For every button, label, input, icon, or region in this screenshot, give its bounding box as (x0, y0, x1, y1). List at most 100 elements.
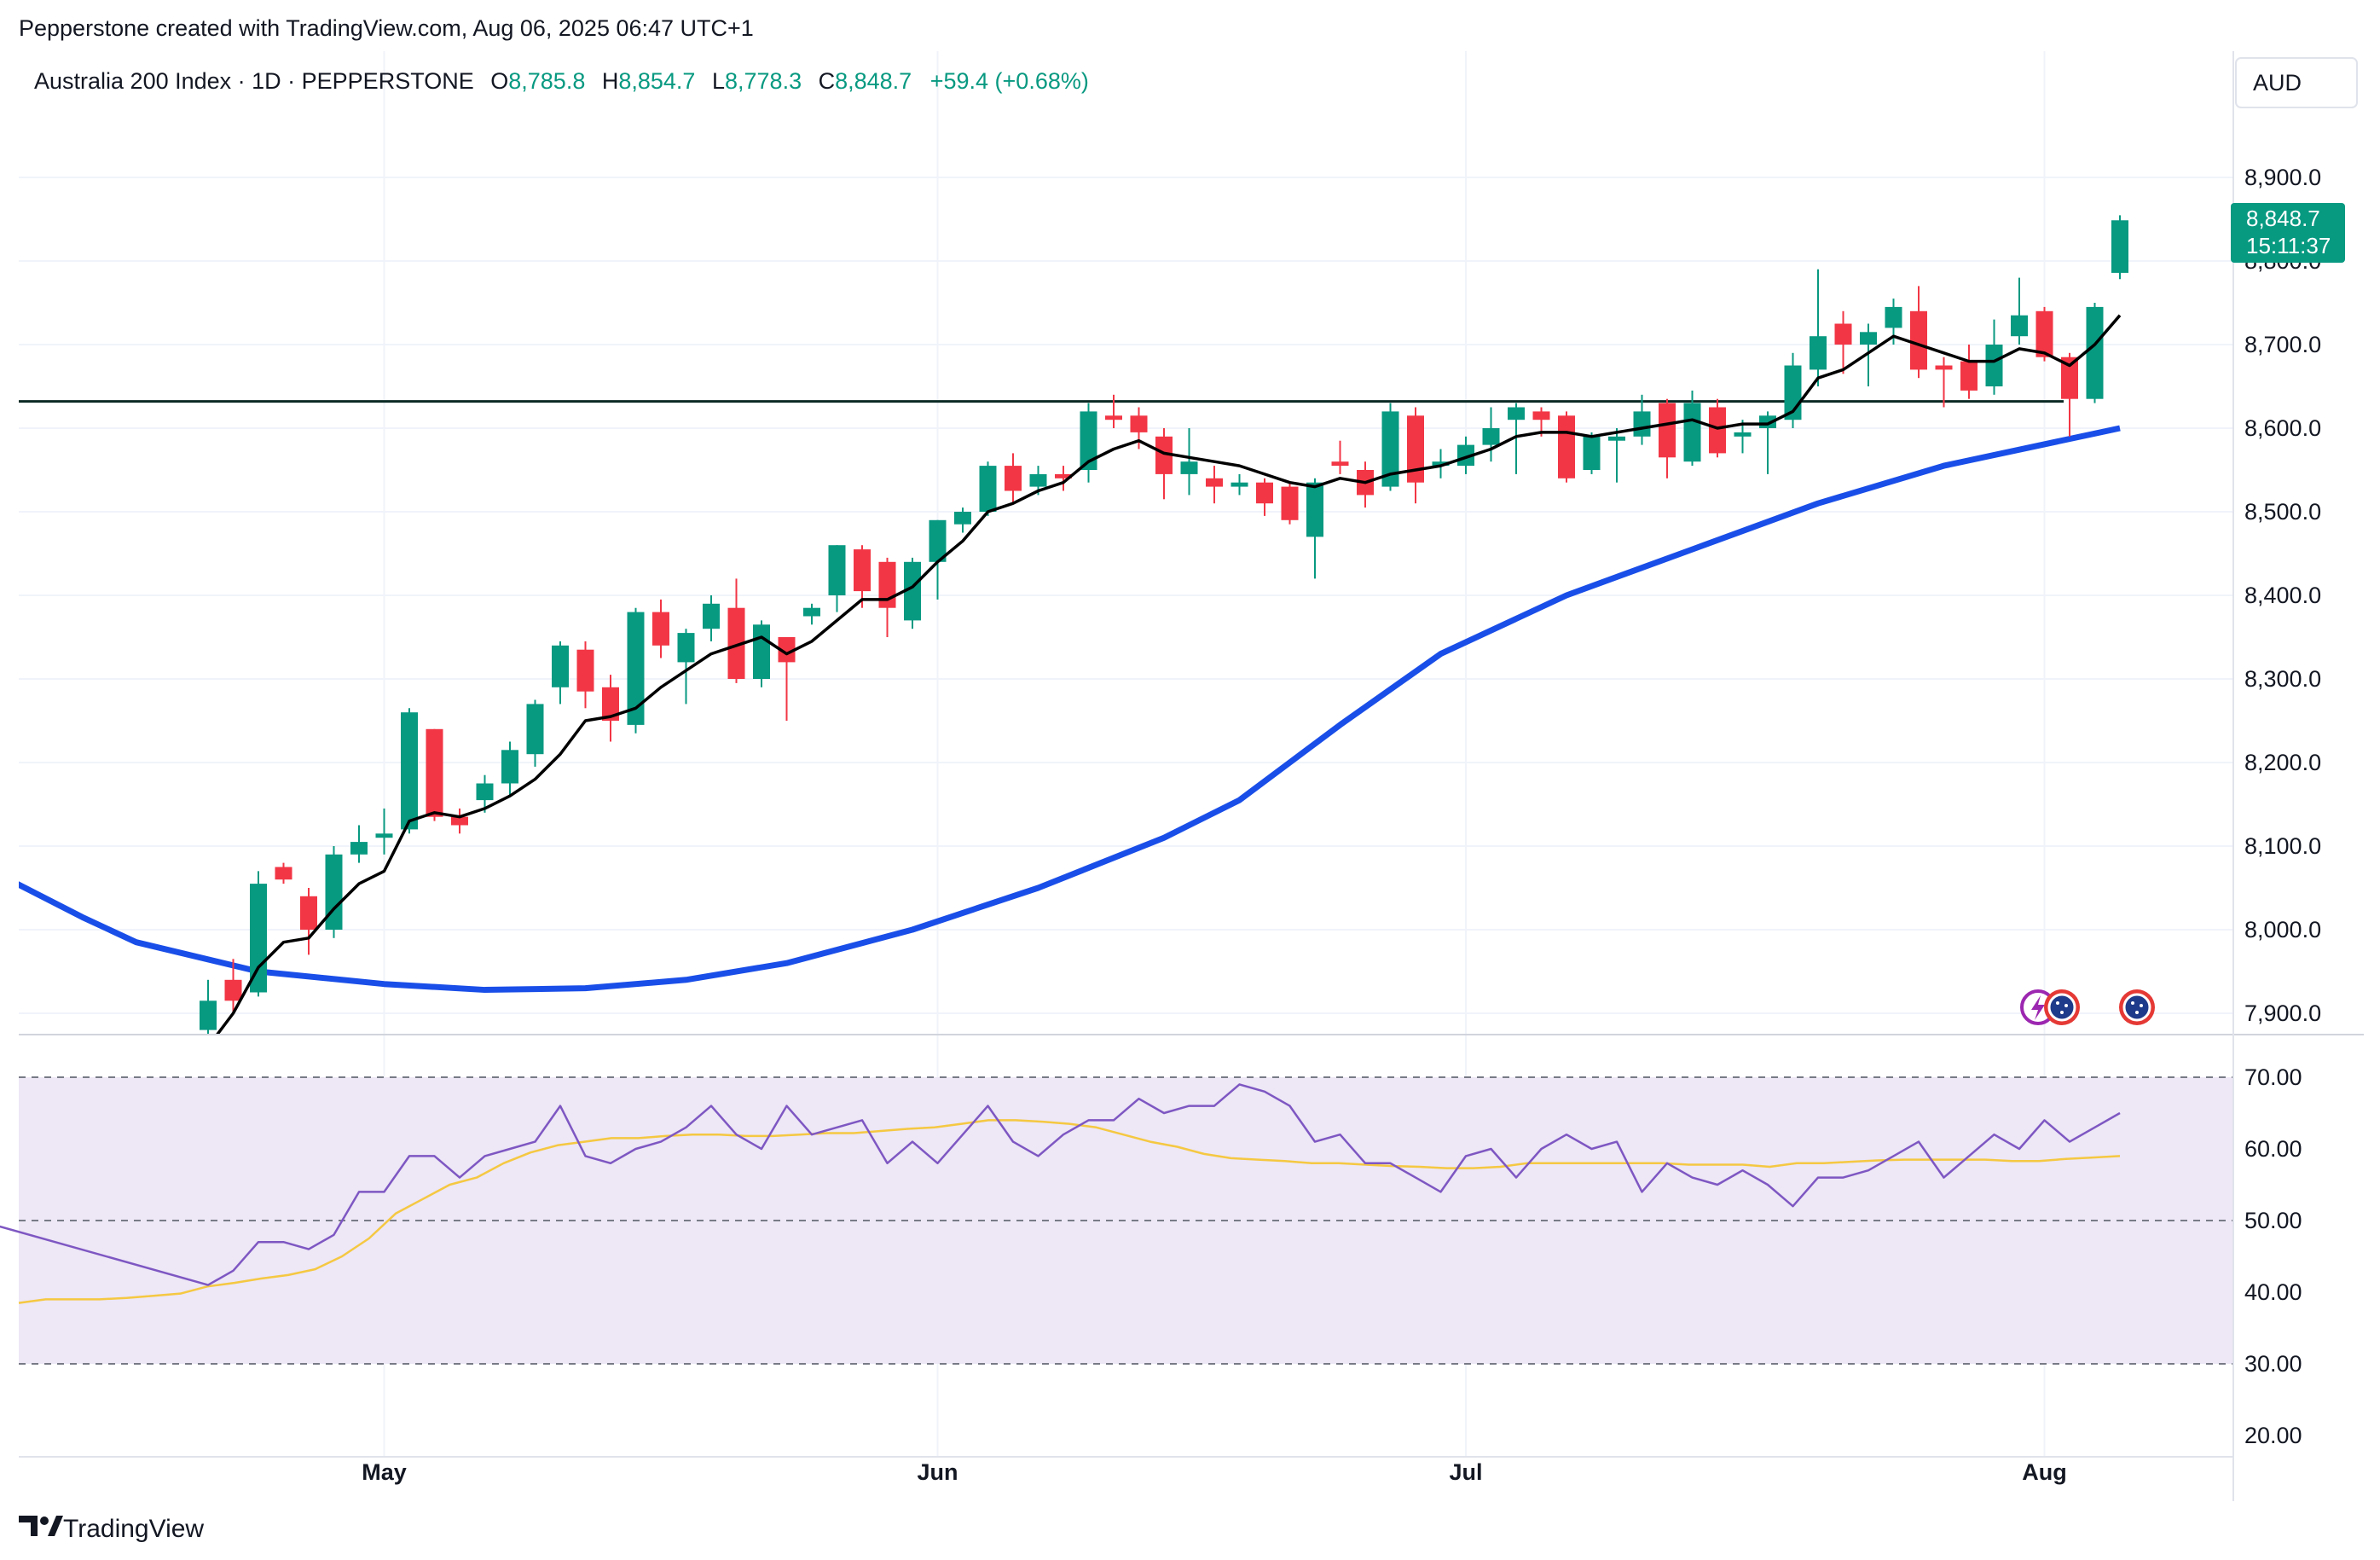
candle-body (552, 645, 569, 687)
candle (200, 979, 217, 1034)
rsi-ma-line (18, 1119, 2121, 1304)
candle-body (1005, 466, 1022, 491)
low-value: 8,778.3 (725, 68, 802, 94)
candle (1810, 269, 1827, 386)
symbol-legend[interactable]: Australia 200 Index · 1D · PEPPERSTONE O… (34, 68, 1089, 94)
candle-body (576, 649, 594, 692)
candle (1331, 440, 1349, 474)
candle (1608, 428, 1625, 483)
candle (300, 888, 317, 955)
candle-body (727, 607, 745, 679)
attribution-text: Pepperstone created with TradingView.com… (19, 15, 754, 41)
candle-body (275, 867, 292, 880)
candle (401, 708, 418, 834)
candle-body (1105, 415, 1122, 420)
candle-body (501, 750, 518, 784)
candle-body (451, 816, 468, 826)
grid (19, 51, 2233, 1457)
candle-body (250, 884, 267, 993)
candle (476, 774, 494, 813)
candle (451, 808, 468, 834)
time-tick-label: May (362, 1459, 407, 1485)
candle (1206, 466, 1223, 504)
candle-body (652, 612, 669, 646)
rsi-tick-label: 50.00 (2244, 1208, 2302, 1233)
bar-countdown: 15:11:37 (2246, 233, 2331, 258)
candle-body (1885, 306, 1902, 328)
time-tick-label: Jul (1449, 1459, 1482, 1485)
currency-button[interactable]: AUD (2235, 57, 2358, 108)
candle (2111, 215, 2128, 280)
candle-body (1608, 436, 1625, 441)
candle-body (602, 687, 619, 721)
candle (1306, 478, 1323, 579)
candle (576, 641, 594, 709)
candles-layer (200, 215, 2128, 1034)
price-tick-label: 8,000.0 (2244, 917, 2321, 942)
candle-body (200, 1000, 217, 1030)
candle-body (1935, 365, 1953, 370)
candle (1935, 357, 1953, 408)
symbol-title: Australia 200 Index · 1D · PEPPERSTONE (34, 68, 474, 94)
candle-body (954, 512, 971, 525)
rsi-tick-label: 20.00 (2244, 1423, 2302, 1448)
candle-body (1709, 407, 1726, 454)
australia-flag-icon[interactable] (2119, 989, 2155, 1025)
candle-body (224, 979, 242, 1001)
candle (325, 846, 343, 938)
candle (1180, 428, 1198, 496)
candle-body (1331, 461, 1349, 467)
price-tick-label: 8,100.0 (2244, 833, 2321, 859)
event-markers[interactable] (2020, 989, 2155, 1025)
candle (703, 595, 720, 641)
ema-50-line (19, 425, 2121, 994)
australia-flag-icon[interactable] (2044, 989, 2080, 1025)
candle-body (401, 712, 418, 830)
candle (1558, 411, 1575, 483)
tradingview-logo[interactable]: TradingView (19, 1515, 204, 1543)
candle (828, 545, 846, 612)
candle-body (1633, 411, 1651, 437)
candle (1381, 403, 1399, 491)
candle-body (1029, 473, 1047, 487)
candle-body (1306, 482, 1323, 537)
candle-body (1860, 332, 1877, 345)
time-tick-label: Aug (2022, 1459, 2066, 1485)
candle-body (2035, 310, 2053, 357)
candle-body (1734, 432, 1752, 437)
candle-body (1508, 407, 1525, 420)
candle-body (2086, 306, 2104, 399)
candle (627, 607, 645, 734)
close-value: 8,848.7 (835, 68, 912, 94)
candle (1432, 449, 1450, 478)
candle-body (1432, 461, 1450, 467)
candle-body (904, 561, 921, 621)
open-value: 8,785.8 (508, 68, 585, 94)
rsi-tick-label: 70.00 (2244, 1064, 2302, 1090)
candle-body (476, 783, 494, 801)
currency-label: AUD (2253, 70, 2302, 96)
candle-body (1180, 461, 1198, 474)
candle (727, 578, 745, 683)
candle (904, 557, 921, 629)
candle (1583, 432, 1601, 474)
candle (1256, 478, 1273, 516)
candle (1659, 398, 1676, 478)
candle-body (2011, 315, 2028, 337)
price-tick-label: 7,900.0 (2244, 1000, 2321, 1026)
candle-body (929, 519, 947, 562)
candle (1155, 428, 1173, 500)
candle (1407, 407, 1424, 504)
candle-body (778, 637, 796, 663)
candle-body (375, 833, 393, 838)
candle (854, 545, 871, 608)
candle-body (426, 728, 443, 817)
candle (677, 629, 695, 705)
candle (526, 699, 544, 767)
candle (954, 507, 971, 533)
candle (1005, 453, 1022, 504)
candle-body (703, 603, 720, 629)
candle-body (1155, 436, 1173, 474)
candle (753, 620, 770, 687)
